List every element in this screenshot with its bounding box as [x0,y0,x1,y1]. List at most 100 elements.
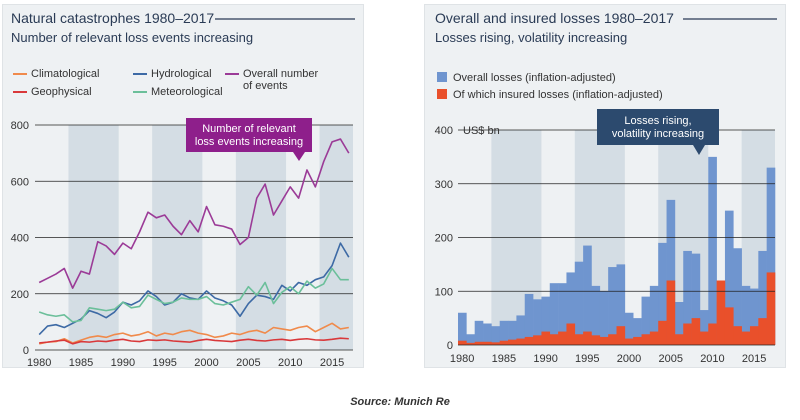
bar [708,156,717,345]
bar [666,199,676,345]
bar [574,334,584,345]
bar [524,293,534,345]
bar [699,310,709,345]
bar [724,210,734,345]
chart-title: Natural catastrophes 1980–2017 [11,10,214,26]
bar [516,338,526,345]
bar [741,285,751,345]
bar [674,334,684,345]
bar [741,331,751,345]
bar [758,250,767,345]
bar [549,283,559,345]
bar [616,326,626,345]
bar [458,312,467,345]
bar [499,340,509,345]
bar [474,341,484,345]
bar [549,334,559,345]
series-line [39,337,349,345]
annotation-pointer [293,152,305,161]
y-axis-unit: US$ bn [463,125,500,137]
chart-subtitle: Losses rising, volatility increasing [435,30,627,45]
bar [624,312,634,345]
bar [558,331,567,345]
y-tick-label: 100 [435,286,453,298]
x-tick-label: 2010 [278,357,302,369]
x-tick-label: 1990 [111,357,135,369]
bar [599,336,609,345]
legend-label: Geophysical [31,86,92,98]
x-tick-label: 1980 [27,357,51,369]
x-tick-label: 2005 [658,353,682,365]
bar [466,342,475,345]
bar [658,242,667,345]
bar [483,323,492,345]
bar [541,296,551,345]
bar [683,323,692,345]
y-tick-label: 300 [435,179,453,191]
legend-label: Overall number of events [243,68,319,92]
chart-title: Overall and insured losses 1980–2017 [435,10,674,26]
bar [533,299,542,345]
y-tick-label: 0 [447,340,453,352]
chart-panel-losses: Overall and insured losses 1980–2017 Loss… [424,4,786,368]
bar [499,320,509,345]
bar [733,326,742,345]
bar [516,315,526,345]
annotation-box [186,118,312,152]
annotation-pointer [693,145,705,155]
series-line [39,322,349,345]
x-tick-label: 1985 [69,357,93,369]
legend-label: Meteorological [151,86,223,98]
bar [608,334,617,345]
x-tick-label: 2015 [742,353,766,365]
bar [508,339,517,345]
y-tick-label: 800 [11,120,29,132]
bar [708,323,717,345]
bar [599,291,609,345]
bar [633,336,642,345]
bar [624,338,634,345]
line-chart: Natural catastrophes 1980–2017 Number of … [11,10,355,369]
annotation-box [597,109,719,145]
bar [691,253,701,345]
x-tick-label: 1995 [575,353,599,365]
bar [608,267,617,345]
chart-subtitle: Number of relevant loss events increasin… [11,30,253,45]
legend-label: Hydrological [151,68,212,80]
x-tick-label: 1995 [152,357,176,369]
bar [466,334,475,345]
bar [541,331,551,345]
bar [658,320,667,345]
y-tick-label: 400 [435,125,453,137]
bar [649,285,659,345]
y-tick-label: 600 [11,176,29,188]
bar [749,326,759,345]
source-caption: Source: Munich Re [350,396,450,408]
bar [649,331,659,345]
bar [616,264,626,345]
y-tick-label: 400 [11,233,29,245]
bar [566,323,576,345]
bar [558,283,567,345]
bar [583,245,592,345]
bar [699,331,709,345]
bar [766,167,776,345]
y-tick-label: 200 [435,233,453,245]
bar [641,296,651,345]
bar [474,320,484,345]
bar [666,280,676,345]
bar [591,335,601,345]
bar [766,272,776,345]
legend-swatch [437,89,447,99]
bar [491,326,501,345]
bar [758,318,767,345]
bar [716,280,726,345]
x-tick-label: 2010 [700,353,724,365]
legend-label: Overall losses (inflation-adjusted) [453,72,616,84]
y-tick-label: 0 [23,345,29,357]
bar [566,272,576,345]
x-tick-label: 2000 [194,357,218,369]
bar [458,340,467,345]
x-tick-label: 2005 [236,357,260,369]
bar [733,248,742,345]
